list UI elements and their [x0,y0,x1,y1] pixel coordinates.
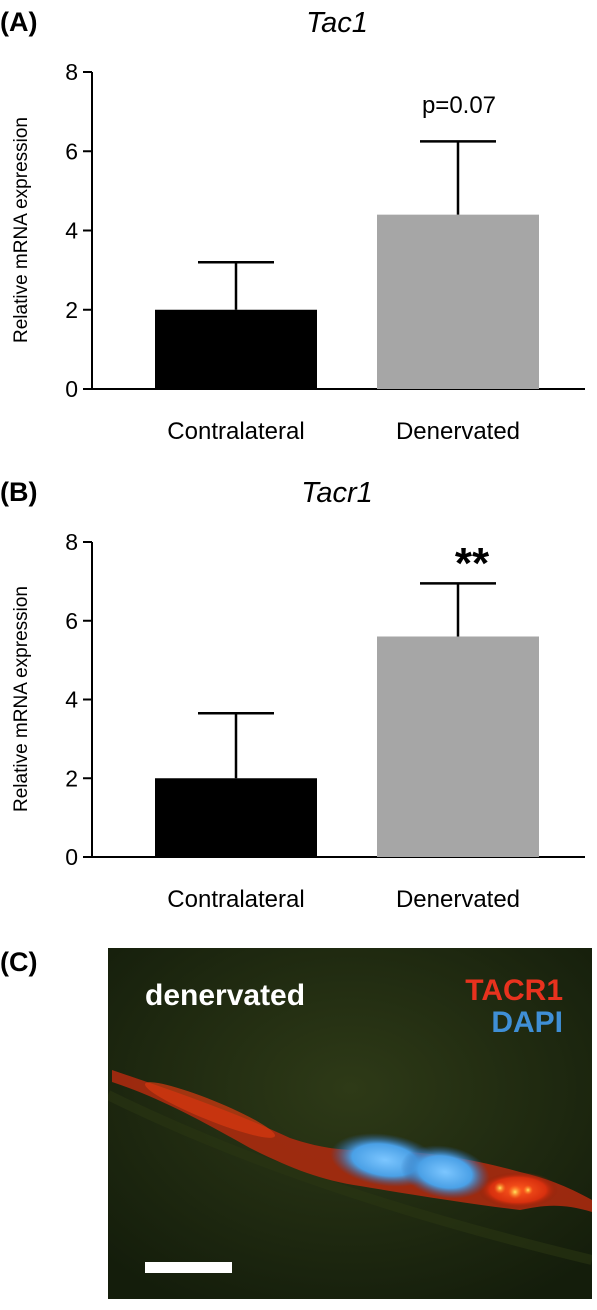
y-tick-label: 6 [65,138,78,164]
bars-b [155,636,539,857]
y-tick-label: 8 [65,529,78,555]
error-bars-b [198,582,496,779]
y-ticks-a: 0 2 4 6 8 [65,59,92,402]
y-tick-label: 2 [65,765,78,791]
panel-letter-a: (A) [0,7,37,37]
y-tick-label: 8 [65,59,78,85]
scale-bar [145,1262,232,1273]
chart-panel-a: (A) Tac1 Relative mRNA expression 02468 … [0,7,585,445]
bars-a [155,214,539,389]
chart-panel-b: (B) Tacr1 Relative mRNA expression 0 2 4 6 8… [0,477,585,913]
micrograph-panel-c: (C) [0,947,592,1299]
error-bars-a [198,140,496,310]
tacr1-left-process [144,1082,276,1138]
y-ticks-b: 0 2 4 6 8 [65,529,92,870]
bar-denervated [377,214,539,389]
bar-denervated [377,636,539,857]
micrograph-label: denervated [145,979,305,1012]
annotation-b: ** [455,539,490,588]
x-category-label: Denervated [396,886,520,913]
chart-title-a: Tac1 [306,7,368,39]
dapi-nucleus-2 [400,1145,490,1199]
legend-tacr1: TACR1 [465,974,563,1007]
y-tick-label: 6 [65,608,78,634]
x-category-label: Denervated [396,418,520,445]
legend-dapi: DAPI [491,1006,563,1039]
background-fiber [108,1090,592,1265]
panel-letter-b: (B) [0,477,37,507]
signal-spot [523,1185,533,1195]
panel-letter-c: (C) [0,947,37,977]
bar-contralateral [155,309,317,389]
x-category-label: Contralateral [167,418,304,445]
x-categories-a: Contralateral Denervated [167,418,520,445]
bar-contralateral [155,778,317,857]
signal-spot [508,1185,522,1199]
signal-spot [494,1182,506,1194]
y-axis-label-a: Relative mRNA expression [11,117,32,343]
x-category-label: Contralateral [167,886,304,913]
annotation-a: p=0.07 [422,92,496,119]
y-tick-label: 4 [65,218,78,244]
y-tick-label: 4 [65,687,78,713]
x-categories-b: Contralateral Denervated [167,886,520,913]
y-tick-label: 0 [65,376,78,402]
y-tick-label: 0 [65,844,78,870]
y-axis-label-b: Relative mRNA expression [11,586,32,812]
y-tick-label: 2 [65,297,78,323]
chart-title-b: Tacr1 [301,477,372,509]
